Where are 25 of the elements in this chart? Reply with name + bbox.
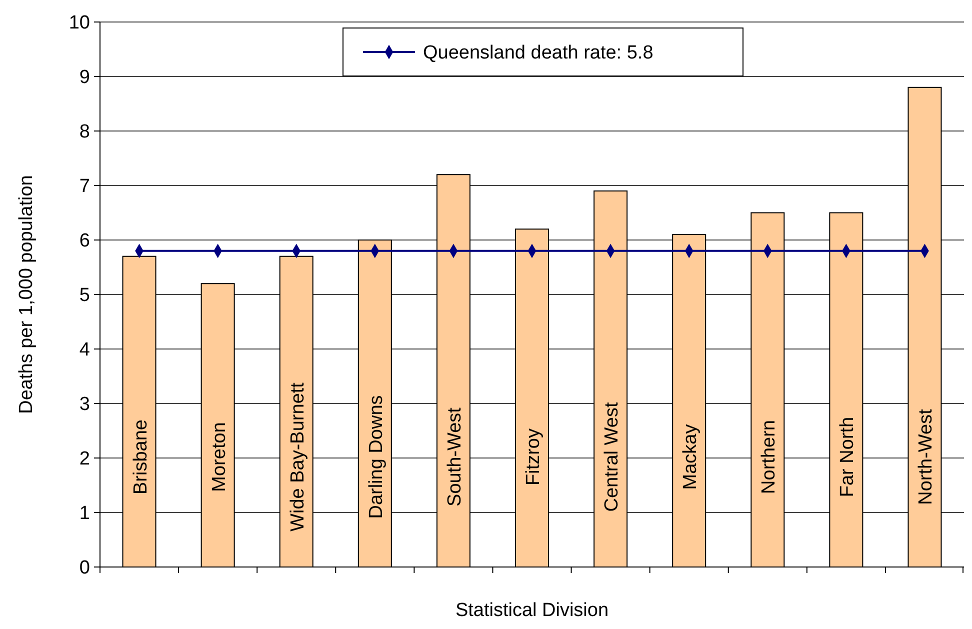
x-tick-label: Moreton [208, 422, 230, 492]
x-tick-label: Far North [837, 416, 858, 498]
y-tick-label: 3 [79, 394, 90, 416]
y-tick-label: 2 [79, 448, 90, 470]
x-tick-label: Mackay [680, 424, 702, 490]
legend-label: Queensland death rate: 5.8 [423, 42, 654, 64]
y-tick-label: 6 [79, 230, 90, 252]
x-tick-label: Wide Bay-Burnett [287, 382, 308, 532]
y-tick-label: 4 [79, 340, 90, 361]
x-tick-label: Central West [602, 402, 623, 512]
y-tick-label: 0 [79, 558, 90, 579]
y-axis-title: Deaths per 1,000 population [16, 175, 37, 414]
y-tick-label: 1 [79, 503, 90, 524]
y-tick-label: 5 [79, 285, 90, 306]
x-tick-label: Brisbane [130, 420, 152, 494]
x-tick-label: South-West [444, 406, 466, 506]
x-tick-label: North-West [916, 408, 937, 505]
x-tick-label: Northern [758, 420, 780, 494]
x-axis-title: Statistical Division [455, 600, 609, 621]
y-tick-label: 7 [79, 176, 90, 198]
y-tick-label: 10 [68, 12, 90, 34]
x-tick-label: Darling Downs [366, 395, 387, 519]
y-tick-label: 8 [79, 122, 90, 143]
x-tick-label: Fitzroy [523, 428, 544, 486]
y-tick-label: 9 [79, 67, 90, 88]
